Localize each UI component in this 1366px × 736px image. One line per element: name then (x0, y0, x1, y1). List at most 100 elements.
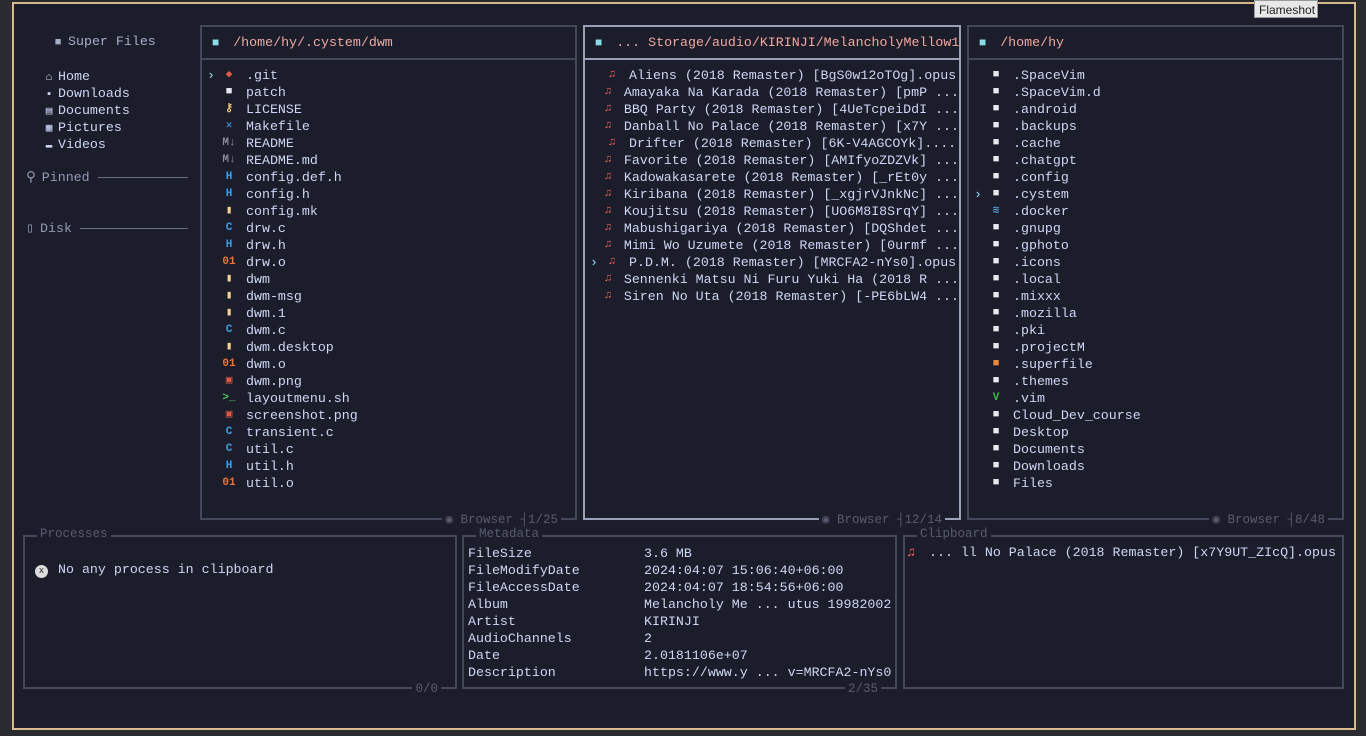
sidebar-item-videos[interactable]: ▬ Videos (42, 136, 106, 155)
sidebar-item-downloads[interactable]: ▪ Downloads (42, 85, 130, 104)
file-item[interactable]: ■ .projectM (969, 339, 1342, 356)
file-item[interactable]: › ♫ P.D.M. (2018 Remaster) [MRCFA2-nYs0].o… (585, 254, 959, 271)
file-item[interactable]: ▮ config.mk (202, 203, 575, 220)
file-item[interactable]: M↓ README (202, 135, 575, 152)
file-item[interactable]: ♫ Danball No Palace (2018 Remaster) [x7Y … (585, 118, 959, 135)
file-item[interactable]: 01 dwm.o (202, 356, 575, 373)
sidebar-item-pictures[interactable]: ▦ Pictures (42, 119, 122, 138)
file-item[interactable]: ■ .icons (969, 254, 1342, 271)
sidebar-item-home[interactable]: ⌂ Home (42, 68, 90, 87)
file-item[interactable]: ■ Cloud_Dev_course (969, 407, 1342, 424)
clipboard-item[interactable]: ♫... ll No Palace (2018 Remaster) [x7Y9U… (907, 545, 1336, 560)
file-item[interactable]: ■ .SpaceVim.d (969, 84, 1342, 101)
file-item[interactable]: ■ .themes (969, 373, 1342, 390)
file-type-icon: ♫ (604, 273, 612, 285)
file-item[interactable]: ▣ dwm.png (202, 373, 575, 390)
file-item[interactable]: ■ Documents (969, 441, 1342, 458)
file-item[interactable]: ■ .SpaceVim (969, 67, 1342, 84)
sidebar-item-documents[interactable]: ▤ Documents (42, 102, 130, 121)
pin-icon: ⚲ (26, 170, 36, 185)
eye-icon: ◉ (821, 513, 837, 527)
pinned-section: ⚲ Pinned (26, 170, 188, 185)
file-item[interactable]: ▮ dwm.desktop (202, 339, 575, 356)
file-type-icon: ■ (992, 324, 1000, 336)
sidebar-title: ■ Super Files (50, 34, 156, 49)
file-item[interactable]: ♫ Kiribana (2018 Remaster) [_xgjrVJnkNc] … (585, 186, 959, 203)
file-item[interactable]: ♫ Kadowakasarete (2018 Remaster) [_rEt0y … (585, 169, 959, 186)
file-item[interactable]: M↓ README.md (202, 152, 575, 169)
file-item[interactable]: V .vim (969, 390, 1342, 407)
file-item[interactable]: ■ .android (969, 101, 1342, 118)
file-item[interactable]: ▮ dwm-msg (202, 288, 575, 305)
file-type-icon: ■ (992, 103, 1000, 115)
file-type-icon: ▮ (225, 205, 233, 217)
file-item[interactable]: › ■ .cystem (969, 186, 1342, 203)
file-item[interactable]: ▣ screenshot.png (202, 407, 575, 424)
file-item[interactable]: ♫ Aliens (2018 Remaster) [BgS0w12oTOg].op… (585, 67, 959, 84)
file-panel-dwm[interactable]: ■/home/hy/.cystem/dwm › ◆ .git ■ patch ⚷ LICENS… (200, 25, 577, 527)
file-item[interactable]: › ◆ .git (202, 67, 575, 84)
file-type-icon: ▣ (225, 409, 233, 421)
file-item[interactable]: ♫ Sennenki Matsu Ni Furu Yuki Ha (2018 R … (585, 271, 959, 288)
file-item[interactable]: ■ .config (969, 169, 1342, 186)
file-item[interactable]: ■ .gnupg (969, 220, 1342, 237)
panel-path-header: ■/home/hy/.cystem/dwm (202, 27, 575, 60)
file-item[interactable]: ■ .superfile (969, 356, 1342, 373)
panel-footer: ◉ Browser ┤8/48 (1209, 511, 1328, 527)
file-type-icon: C (225, 443, 233, 455)
cursor-chevron-icon: › (974, 187, 982, 202)
file-type-icon: ■ (992, 188, 1000, 200)
file-type-icon: ■ (992, 358, 1000, 370)
file-item[interactable]: ♫ Favorite (2018 Remaster) [AMIfyoZDZVk] … (585, 152, 959, 169)
panel-path-header: ■/home/hy (969, 27, 1342, 60)
file-item[interactable]: ♫ Siren No Uta (2018 Remaster) [-PE6bLW4 … (585, 288, 959, 305)
file-item[interactable]: ■ .gphoto (969, 237, 1342, 254)
file-type-icon: ♫ (604, 86, 612, 98)
file-item[interactable]: ■ Files (969, 475, 1342, 492)
file-item[interactable]: ■ .pki (969, 322, 1342, 339)
file-item[interactable]: ♫ Koujitsu (2018 Remaster) [UO6M8I8SrqY] … (585, 203, 959, 220)
file-item[interactable]: 01 drw.o (202, 254, 575, 271)
file-item[interactable]: ■ Desktop (969, 424, 1342, 441)
file-item[interactable]: ■ .mozilla (969, 305, 1342, 322)
file-item[interactable]: ■ .local (969, 271, 1342, 288)
file-item[interactable]: ▮ dwm (202, 271, 575, 288)
file-type-icon: >_ (222, 392, 236, 404)
file-panel-home[interactable]: ■/home/hy ■ .SpaceVim ■ .SpaceVim.d ■ .android… (967, 25, 1344, 527)
file-item[interactable]: ■ .cache (969, 135, 1342, 152)
file-item[interactable]: ✕ Makefile (202, 118, 575, 135)
file-item[interactable]: ■ patch (202, 84, 575, 101)
file-item[interactable]: ■ Downloads (969, 458, 1342, 475)
file-item[interactable]: 01 util.o (202, 475, 575, 492)
file-item[interactable]: ▮ dwm.1 (202, 305, 575, 322)
file-type-icon: 01 (222, 477, 236, 489)
file-type-icon: ♫ (604, 188, 612, 200)
file-item[interactable]: ♫ Mimi Wo Uzumete (2018 Remaster) [0urmf … (585, 237, 959, 254)
file-type-icon: ■ (992, 477, 1000, 489)
file-panel-audio[interactable]: ■... Storage/audio/KIRINJI/MelancholyMel… (583, 25, 961, 527)
cursor-chevron-icon: › (207, 68, 215, 83)
file-item[interactable]: >_ layoutmenu.sh (202, 390, 575, 407)
file-item[interactable]: ♫ Mabushigariya (2018 Remaster) [DQShdet … (585, 220, 959, 237)
file-item[interactable]: ♫ Amayaka Na Karada (2018 Remaster) [pmP … (585, 84, 959, 101)
file-item[interactable]: ♫ BBQ Party (2018 Remaster) [4UeTcpeiDdI … (585, 101, 959, 118)
file-item[interactable]: ■ .mixxx (969, 288, 1342, 305)
file-type-icon: ▮ (225, 341, 233, 353)
processes-count: 0/0 (412, 682, 441, 696)
file-item[interactable]: ■ .chatgpt (969, 152, 1342, 169)
file-item[interactable]: ⚷ LICENSE (202, 101, 575, 118)
file-item[interactable]: ■ .backups (969, 118, 1342, 135)
close-circle-icon: x (35, 565, 48, 578)
file-item[interactable]: ≋ .docker (969, 203, 1342, 220)
file-item[interactable]: ♫ Drifter (2018 Remaster) [6K-V4AGCOYk]..… (585, 135, 959, 152)
file-type-icon: ♫ (604, 239, 612, 251)
file-type-icon: ■ (992, 409, 1000, 421)
